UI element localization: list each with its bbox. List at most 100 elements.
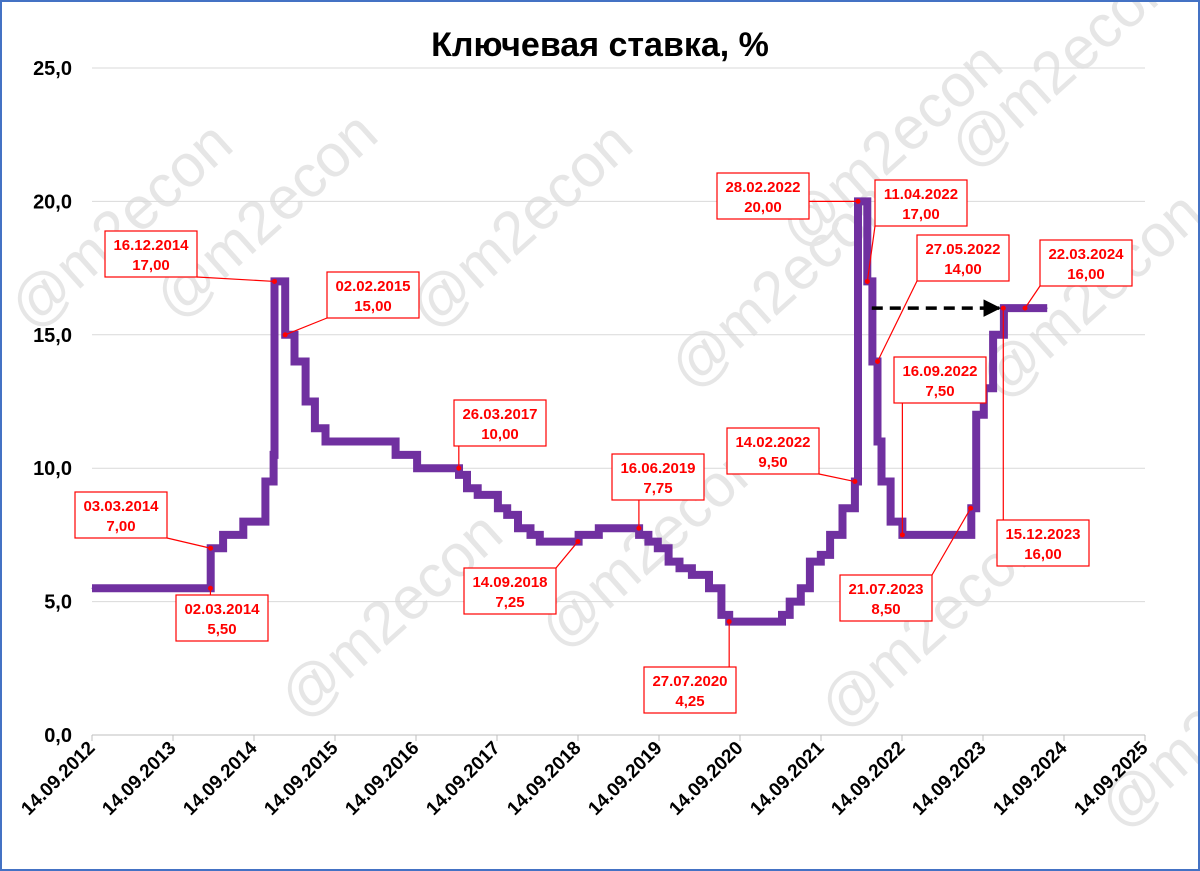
annotation-value: 7,75	[643, 480, 672, 497]
data-point-0-52	[992, 334, 994, 336]
watermark-text-8: @m2econ	[966, 178, 1198, 411]
annotation-value: 17,00	[132, 257, 170, 274]
data-point-0-13	[395, 454, 397, 456]
data-point-0-18	[497, 507, 499, 509]
annotation-box	[1039, 239, 1133, 287]
data-point-0-46	[881, 481, 882, 482]
x-axis-tick-labels: 14.09.201214.09.201314.09.201414.09.2015…	[17, 735, 1153, 820]
watermark-text-2: @m2econ	[266, 498, 515, 731]
y-tick-label: 0,0	[44, 725, 72, 747]
data-point-0-11	[314, 427, 316, 429]
annotation-27.05.2022: 27.05.2022 14,00	[875, 234, 1010, 364]
data-point-0-12	[325, 441, 326, 442]
x-tick-label: 14.09.2021	[746, 737, 828, 819]
annotation-date: 02.03.2014	[184, 601, 260, 618]
annotation-box	[74, 491, 168, 539]
annotation-point-marker	[1000, 305, 1006, 311]
annotation-box	[463, 567, 557, 615]
annotation-box	[916, 234, 1010, 282]
annotation-point-marker	[456, 465, 462, 471]
annotation-point-marker	[864, 278, 870, 284]
annotation-box	[326, 271, 420, 319]
annotation-value: 16,00	[1024, 546, 1062, 563]
series-layer	[91, 197, 1048, 626]
annotation-value: 14,00	[944, 261, 982, 278]
x-tick-label: 14.09.2017	[422, 738, 504, 820]
data-point-0-28	[668, 561, 670, 563]
annotation-leader-line	[284, 317, 328, 336]
watermark-text-3: @m2econ	[396, 108, 645, 341]
annotation-box	[453, 399, 547, 447]
annotation-26.03.2017: 26.03.2017 10,00	[453, 399, 547, 471]
annotation-03.03.2014: 03.03.2014 7,00	[74, 491, 214, 551]
data-point-0-32	[720, 614, 722, 616]
annotation-value: 17,00	[902, 206, 940, 223]
annotation-date: 15.12.2023	[1005, 526, 1080, 543]
annotation-point-marker	[968, 505, 974, 511]
annotation-16.12.2014: 16.12.2014 17,00	[104, 230, 278, 284]
data-point-0-3	[222, 534, 224, 536]
annotation-14.02.2022: 14.02.2022 9,50	[726, 427, 858, 485]
annotation-point-marker	[852, 479, 858, 485]
annotation-date: 03.03.2014	[83, 498, 159, 515]
data-point-0-25	[638, 534, 640, 536]
annotation-point-marker	[272, 278, 278, 284]
annotation-28.02.2022: 28.02.2022 20,00	[716, 172, 861, 220]
annotation-date: 14.02.2022	[735, 434, 810, 451]
annotation-date: 26.03.2017	[462, 406, 537, 423]
annotation-point-marker	[207, 585, 213, 591]
annotation-27.07.2020: 27.07.2020 4,25	[643, 619, 737, 714]
data-point-0-27	[657, 547, 659, 549]
annotation-box	[839, 574, 933, 622]
y-tick-label: 20,0	[33, 191, 72, 213]
annotation-box	[996, 519, 1090, 567]
annotation-leader-line	[931, 507, 972, 576]
data-point-0-23	[578, 534, 580, 536]
annotation-box	[104, 230, 198, 278]
annotation-date: 02.02.2015	[335, 278, 410, 295]
annotation-value: 20,00	[744, 199, 782, 216]
data-point-0-4	[242, 521, 244, 523]
gridlines	[92, 67, 1145, 736]
data-point-0-9	[294, 361, 295, 362]
annotation-leader-line	[1024, 285, 1041, 309]
annotation-value: 15,00	[354, 298, 392, 315]
annotation-leader-line	[866, 225, 876, 282]
y-tick-label: 10,0	[33, 458, 72, 480]
data-point-0-39	[829, 534, 831, 536]
data-point-0-38	[820, 554, 822, 556]
annotation-date: 21.07.2023	[848, 581, 923, 598]
annotation-leader-line	[555, 541, 579, 569]
annotation-date: 22.03.2024	[1048, 246, 1124, 263]
data-point-0-15	[458, 474, 460, 476]
annotation-16.06.2019: 16.06.2019 7,75	[611, 453, 705, 531]
data-point-0-45	[877, 441, 878, 442]
data-point-0-26	[647, 541, 649, 543]
annotation-date: 14.09.2018	[472, 574, 547, 591]
x-tick-label: 14.09.2016	[341, 738, 423, 820]
data-point-0-16	[466, 487, 468, 489]
y-tick-label: 25,0	[33, 58, 72, 80]
data-point-0-54	[1046, 307, 1048, 309]
y-axis-tick-labels: 0,0 5,0 10,0 15,0 20,0 25,0	[33, 58, 72, 747]
data-point-0-29	[679, 567, 680, 569]
data-point-0-31	[708, 587, 710, 589]
annotation-02.02.2015: 02.02.2015 15,00	[282, 271, 420, 338]
annotation-point-marker	[726, 619, 732, 625]
annotation-value: 7,00	[106, 518, 135, 535]
annotation-date: 27.05.2022	[925, 241, 1000, 258]
annotation-box	[726, 427, 820, 475]
data-point-0-37	[809, 561, 811, 563]
annotation-14.09.2018: 14.09.2018 7,25	[463, 539, 581, 615]
annotation-point-marker	[875, 358, 881, 364]
annotation-date: 16.12.2014	[113, 237, 189, 254]
annotation-value: 8,50	[871, 601, 900, 618]
annotation-point-marker	[208, 545, 214, 551]
data-point-0-19	[506, 514, 508, 516]
x-tick-label: 14.09.2023	[908, 738, 990, 820]
data-point-0-22	[539, 541, 541, 543]
watermark-layer: @m2econ@m2econ@m2econ@m2econ@m2econ@m2ec…	[2, 2, 1198, 842]
x-tick-label: 14.09.2020	[665, 738, 747, 820]
